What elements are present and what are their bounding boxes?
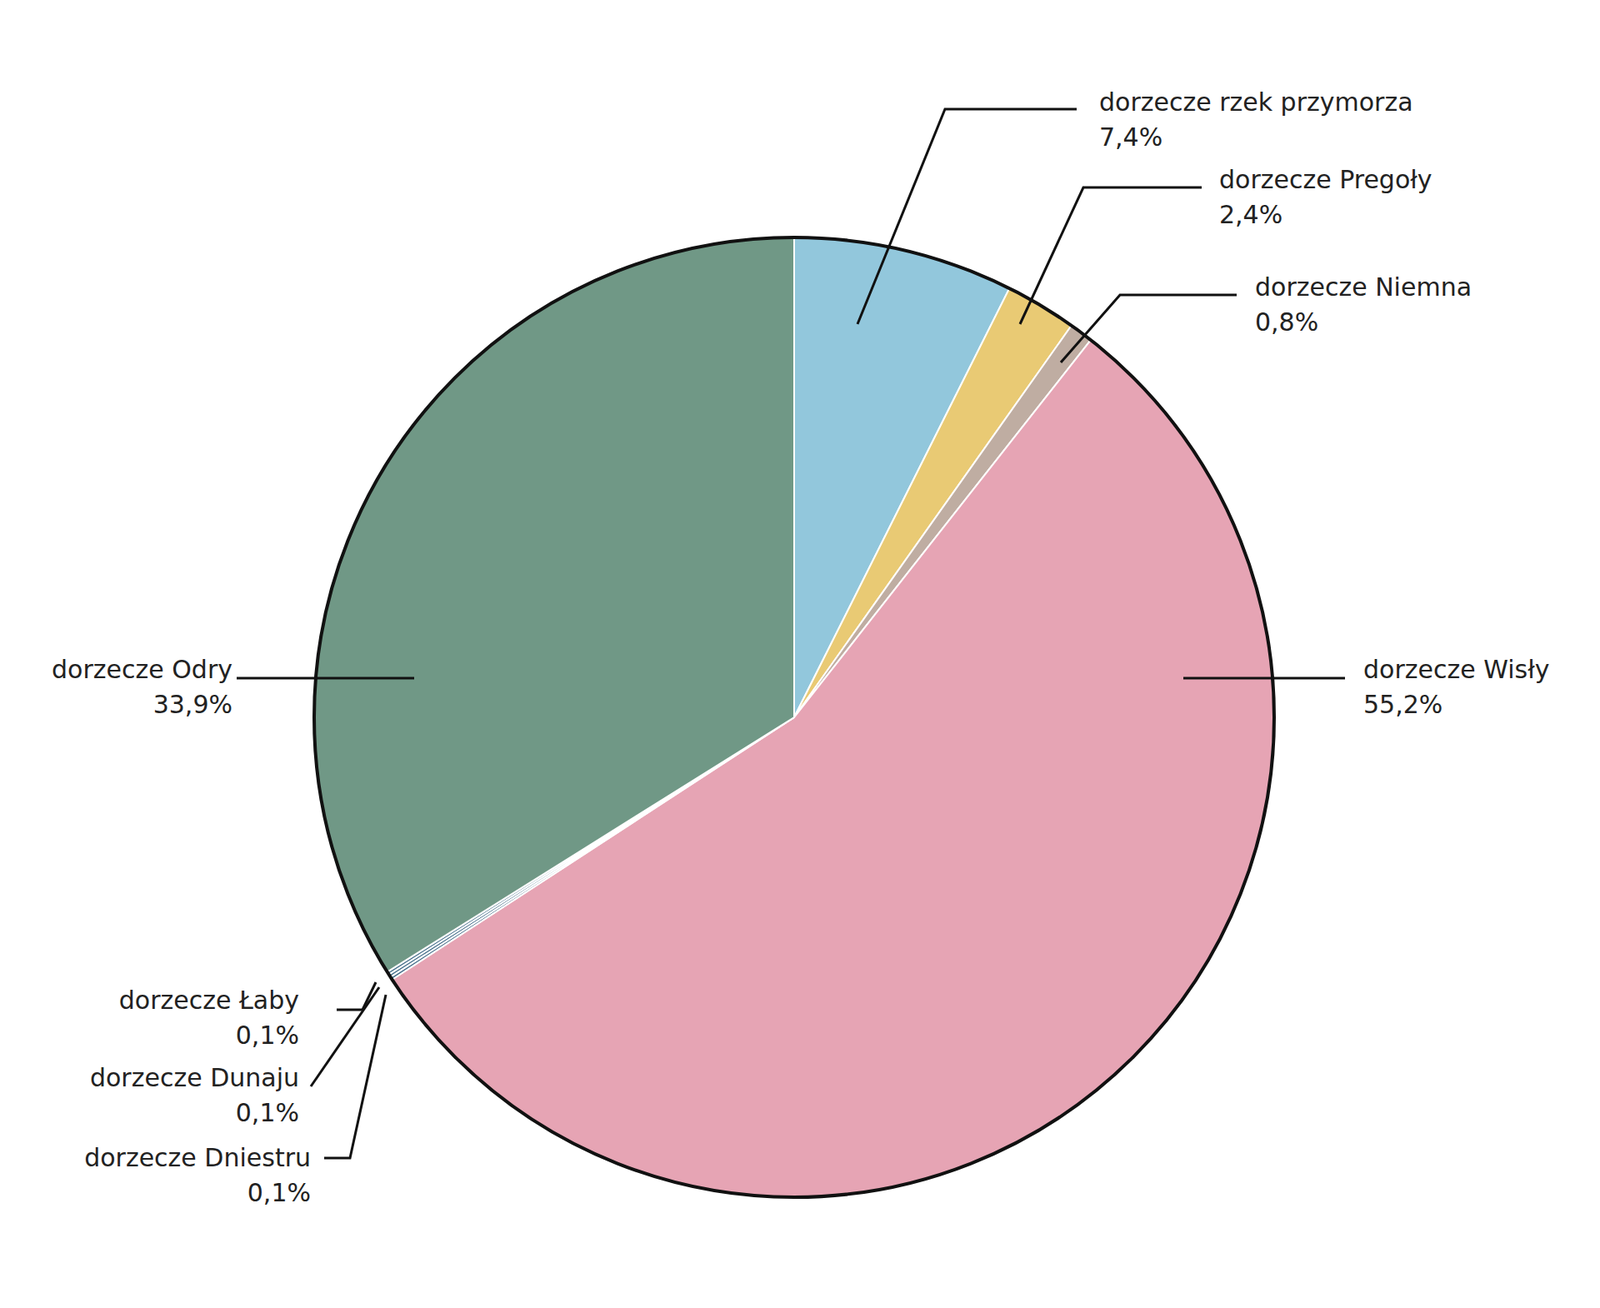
svg-text:2,4%: 2,4% — [1219, 200, 1283, 230]
svg-text:55,2%: 55,2% — [1363, 690, 1443, 720]
svg-text:dorzecze rzek przymorza: dorzecze rzek przymorza — [1099, 87, 1414, 117]
svg-text:7,4%: 7,4% — [1099, 122, 1163, 152]
svg-text:dorzecze Dniestru: dorzecze Dniestru — [84, 1143, 311, 1173]
svg-text:dorzecze Dunaju: dorzecze Dunaju — [90, 1063, 300, 1093]
svg-text:0,1%: 0,1% — [247, 1178, 311, 1208]
svg-text:dorzecze Wisły: dorzecze Wisły — [1363, 655, 1550, 685]
svg-text:0,8%: 0,8% — [1255, 307, 1319, 337]
svg-text:dorzecze Niemna: dorzecze Niemna — [1255, 272, 1472, 302]
svg-text:33,9%: 33,9% — [153, 690, 233, 720]
svg-text:0,1%: 0,1% — [235, 1098, 300, 1128]
svg-text:dorzecze Pregoły: dorzecze Pregoły — [1219, 165, 1433, 195]
svg-text:0,1%: 0,1% — [235, 1020, 300, 1050]
svg-text:dorzecze Odry: dorzecze Odry — [51, 655, 233, 685]
svg-text:dorzecze Łaby: dorzecze Łaby — [119, 985, 300, 1015]
